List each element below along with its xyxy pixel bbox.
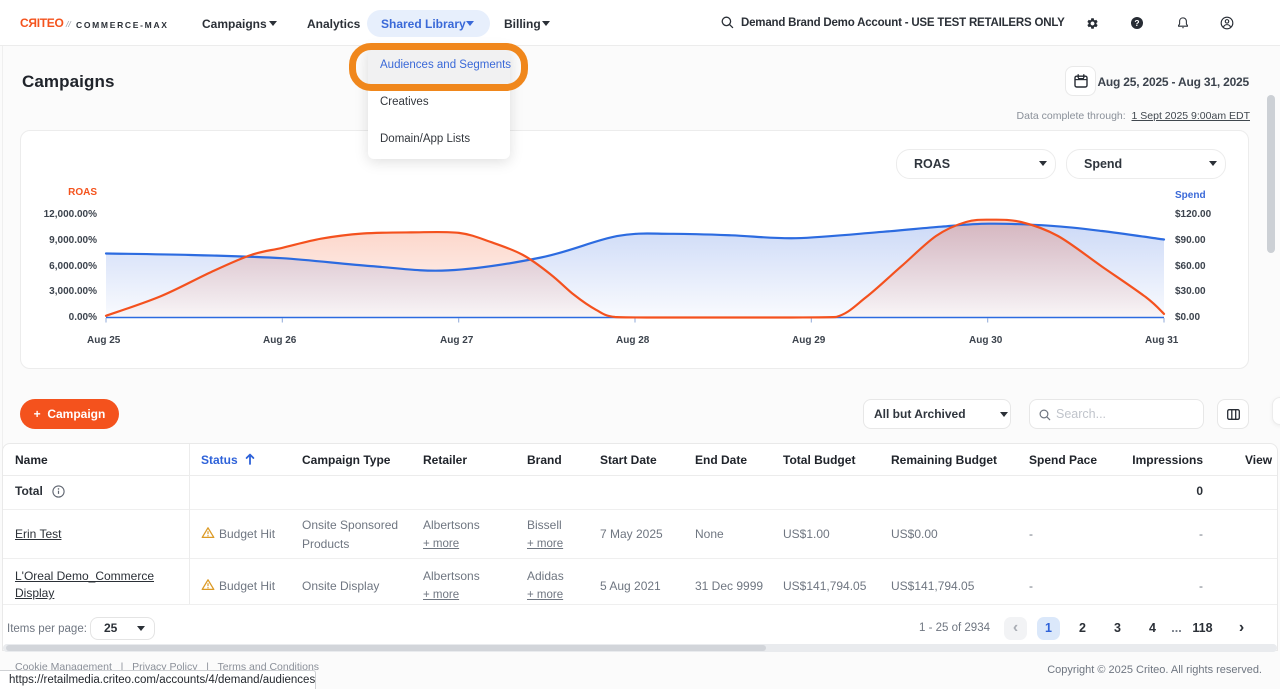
svg-text:?: ? (1134, 18, 1139, 28)
